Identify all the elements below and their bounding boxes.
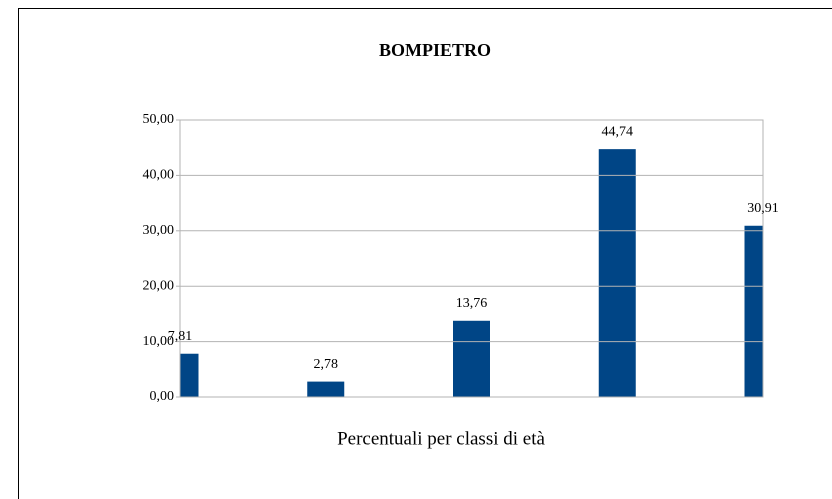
y-tick-label: 20,00	[143, 278, 175, 293]
y-tick-label: 0,00	[150, 389, 175, 404]
y-tick-label: 40,00	[143, 168, 175, 183]
bar	[744, 225, 763, 397]
data-label: 2,78	[314, 357, 339, 372]
bar	[307, 381, 345, 397]
chart-border	[18, 8, 832, 499]
plot-area	[180, 149, 763, 397]
bar	[453, 320, 490, 397]
data-label: 30,91	[747, 201, 779, 216]
bar	[180, 353, 199, 397]
data-label: 13,76	[456, 296, 488, 311]
y-tick-label: 10,00	[143, 334, 175, 349]
x-axis-title: Percentuali per classi di età	[337, 428, 545, 449]
data-label: 44,74	[602, 124, 634, 139]
bar	[598, 149, 636, 397]
y-tick-label: 30,00	[143, 223, 175, 238]
chart-title: BOMPIETRO	[379, 40, 491, 60]
data-label: 7,81	[168, 329, 193, 344]
plot-border	[179, 119, 764, 398]
y-tick-label: 50,00	[143, 112, 175, 127]
